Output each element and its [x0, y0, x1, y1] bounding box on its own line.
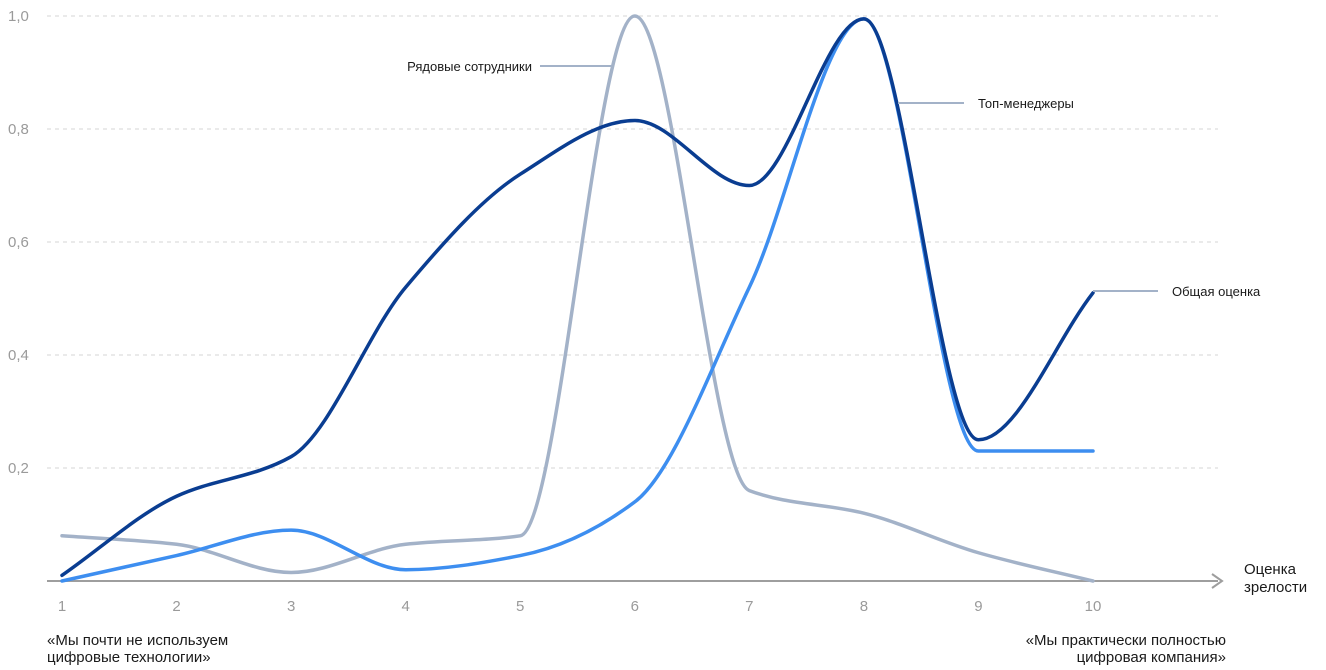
left-caption: «Мы почти не используем цифровые технолог… [47, 632, 229, 666]
series-lines [60, 14, 1095, 583]
x-axis-ticks: 1 2 3 4 5 6 7 8 9 10 [58, 598, 1102, 615]
x-tick-label: 4 [401, 598, 409, 615]
y-axis-ticks: 1,0 0,8 0,6 0,4 0,2 [8, 8, 29, 477]
series-label-top-managers: Топ-менеджеры [978, 96, 1074, 111]
x-tick-label: 2 [172, 598, 180, 615]
series-labels: Рядовые сотрудники Топ-менеджеры Общая оце… [407, 59, 1261, 299]
y-tick-label: 1,0 [8, 8, 29, 25]
right-caption: «Мы практически полностью цифровая компан… [1025, 632, 1226, 666]
x-axis: Оценка зрелости [47, 561, 1307, 596]
x-tick-label: 6 [631, 598, 639, 615]
series-label-employees: Рядовые сотрудники [407, 59, 532, 74]
x-tick-label: 5 [516, 598, 524, 615]
x-tick-label: 9 [974, 598, 982, 615]
y-tick-label: 0,2 [8, 460, 29, 477]
x-tick-label: 1 [58, 598, 66, 615]
x-tick-label: 8 [860, 598, 868, 615]
series-line-overall [60, 17, 1095, 578]
y-tick-label: 0,8 [8, 121, 29, 138]
x-axis-arrow-icon [1211, 573, 1224, 589]
y-tick-label: 0,4 [8, 347, 29, 364]
series-label-overall: Общая оценка [1172, 284, 1261, 299]
x-tick-label: 3 [287, 598, 295, 615]
gridlines [47, 15, 1218, 469]
y-tick-label: 0,6 [8, 234, 29, 251]
x-axis-title: Оценка зрелости [1244, 561, 1307, 596]
x-tick-label: 7 [745, 598, 753, 615]
x-tick-label: 10 [1085, 598, 1102, 615]
series-line-employees [60, 14, 1095, 583]
